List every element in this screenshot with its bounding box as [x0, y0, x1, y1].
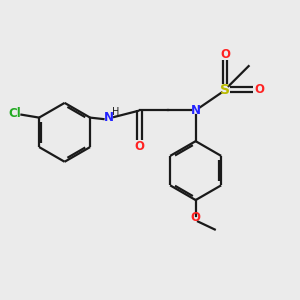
Text: H: H — [112, 107, 119, 117]
Text: O: O — [220, 48, 230, 61]
Text: N: N — [104, 111, 114, 124]
Text: Cl: Cl — [9, 107, 21, 120]
Text: O: O — [135, 140, 145, 153]
Text: N: N — [190, 104, 201, 117]
Text: O: O — [254, 83, 265, 96]
Text: O: O — [190, 211, 201, 224]
Text: S: S — [220, 82, 230, 97]
